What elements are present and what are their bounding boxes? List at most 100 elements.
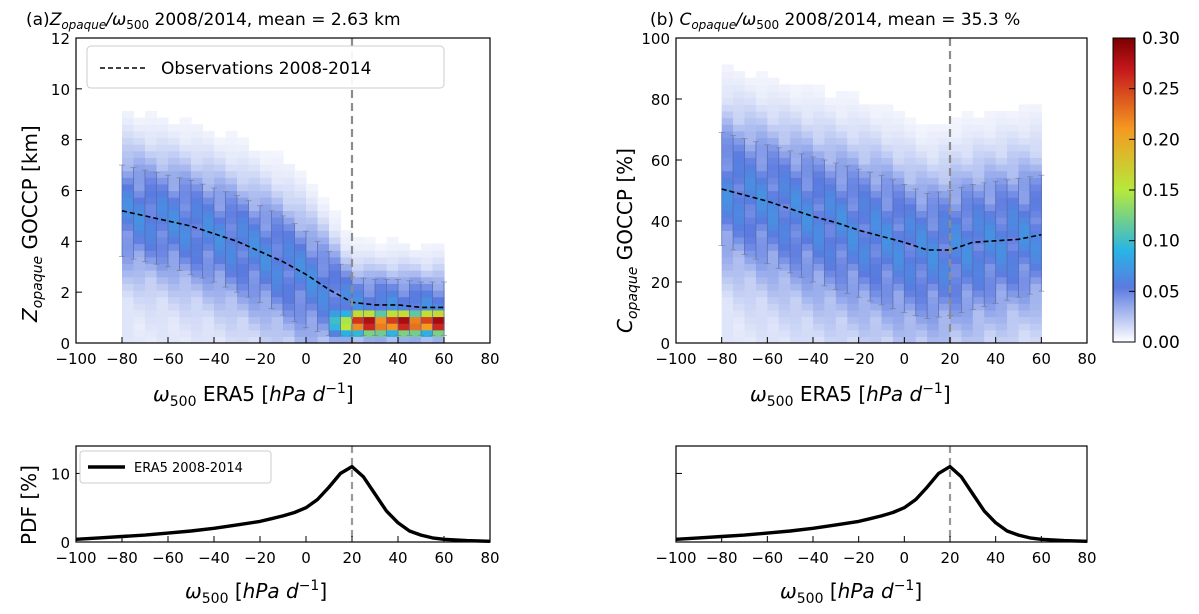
b-density-cell xyxy=(790,263,803,271)
b-density-cell xyxy=(881,323,894,331)
b-density-cell xyxy=(801,250,814,258)
b-density-cell xyxy=(790,289,803,298)
colorbar-tick-label: 0.30 xyxy=(1142,29,1180,49)
a-density-cell xyxy=(260,263,273,271)
a-density-cell xyxy=(294,270,307,278)
a-density-cell xyxy=(237,270,250,278)
b-density-cell xyxy=(755,276,768,284)
a-density-cell xyxy=(214,243,227,251)
b-density-cell xyxy=(938,296,951,304)
b-density-cell xyxy=(938,250,951,258)
a-density-cell xyxy=(191,289,204,298)
b-density-cell xyxy=(744,323,757,331)
b-density-cell xyxy=(744,270,757,278)
b-density-cell xyxy=(950,130,963,139)
b-density-cell xyxy=(755,197,768,205)
a-density-cell xyxy=(225,336,238,344)
b-density-cell xyxy=(961,296,974,304)
a-density-cell xyxy=(225,210,238,218)
a-density-cell xyxy=(329,309,342,318)
a-density-cell xyxy=(260,203,273,211)
b-density-cell xyxy=(938,303,951,311)
b-density-cell xyxy=(824,336,837,344)
a-density-cell xyxy=(363,236,376,245)
b-density-cell xyxy=(790,323,803,331)
b-density-cell xyxy=(858,157,871,165)
b-density-cell xyxy=(892,230,905,238)
b-density-cell xyxy=(995,137,1008,145)
b-density-cell xyxy=(767,276,780,284)
a-density-cell xyxy=(306,256,319,265)
a-density-cell xyxy=(271,329,284,337)
a-density-cell xyxy=(237,276,250,284)
b-density-cell xyxy=(858,270,871,278)
a-density-cell xyxy=(283,230,296,238)
a-density-cell xyxy=(317,217,330,225)
b-density-cell xyxy=(972,309,985,318)
b-density-cell xyxy=(1007,296,1020,304)
a-density-cell xyxy=(260,210,273,218)
panel-c-y-label: PDF [%] xyxy=(17,465,41,545)
b-density-cell xyxy=(961,316,974,324)
a-density-cell xyxy=(421,276,434,284)
a-density-cell xyxy=(168,230,181,238)
b-density-cell xyxy=(767,217,780,225)
a-density-cell xyxy=(202,157,215,165)
b-density-cell xyxy=(1018,203,1031,211)
a-density-cell xyxy=(421,296,434,304)
b-density-cell xyxy=(938,263,951,271)
a-density-cell xyxy=(179,250,192,258)
b-density-cell xyxy=(858,197,871,205)
b-density-cell xyxy=(835,336,848,344)
a-density-cell xyxy=(271,316,284,324)
panel-a-x-label: ω500 ERA5 [hPa d−1] xyxy=(153,381,354,410)
panel-a-title: (a)Zopaque/ω500 2008/2014, mean = 2.63 k… xyxy=(26,10,401,32)
b-density-cell xyxy=(961,157,974,165)
b-density-cell xyxy=(801,163,814,172)
a-density-cell xyxy=(214,329,227,337)
b-density-cell xyxy=(847,210,860,218)
b-density-cell xyxy=(1007,183,1020,192)
b-density-cell xyxy=(824,197,837,205)
a-density-cell xyxy=(340,243,353,251)
b-density-cell xyxy=(927,236,940,245)
b-density-cell xyxy=(938,217,951,225)
b-density-cell xyxy=(767,177,780,185)
b-density-cell xyxy=(881,124,894,132)
a-density-cell xyxy=(375,263,388,271)
b-density-cell xyxy=(778,303,791,311)
a-density-cell xyxy=(340,289,353,298)
a-density-cell xyxy=(352,303,365,311)
a-density-cell xyxy=(225,323,238,331)
b-density-cell xyxy=(721,230,734,238)
a-x-tick-label: −20 xyxy=(244,350,276,368)
b-density-cell xyxy=(1029,217,1042,225)
a-density-cell xyxy=(145,124,158,132)
b-density-cell xyxy=(972,250,985,258)
a-density-cell xyxy=(214,303,227,311)
a-density-cell xyxy=(168,163,181,172)
a-density-cell xyxy=(156,323,169,331)
a-y-tick-label: 4 xyxy=(60,233,70,251)
a-density-cell xyxy=(202,243,215,251)
a-density-cell xyxy=(421,270,434,278)
a-density-cell xyxy=(340,270,353,278)
a-density-cell xyxy=(317,303,330,311)
a-x-tick-label: −40 xyxy=(198,350,230,368)
a-density-cell xyxy=(260,183,273,192)
b-density-cell xyxy=(755,289,768,298)
b-density-cell xyxy=(1029,170,1042,178)
a-density-cell xyxy=(283,243,296,251)
a-density-cell xyxy=(329,283,342,291)
b-density-cell xyxy=(858,150,871,158)
b-density-cell xyxy=(721,236,734,245)
b-density-cell xyxy=(984,117,997,125)
b-density-cell xyxy=(835,329,848,337)
a-density-cell xyxy=(283,170,296,178)
b-density-cell xyxy=(858,296,871,304)
b-density-cell xyxy=(835,303,848,311)
b-density-cell xyxy=(1007,256,1020,265)
b-density-cell xyxy=(972,144,985,152)
b-density-cell xyxy=(778,91,791,99)
a-density-cell xyxy=(145,276,158,284)
